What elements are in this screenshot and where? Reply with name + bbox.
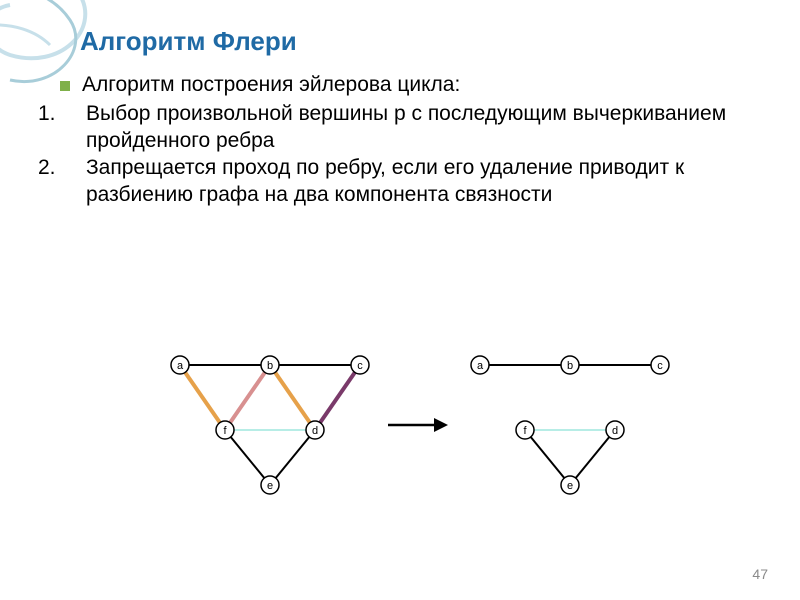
svg-text:e: e [567, 480, 573, 492]
graph-node: a [171, 356, 189, 374]
graph-node: c [651, 356, 669, 374]
svg-text:a: a [177, 360, 184, 372]
graph-node: f [216, 421, 234, 439]
list-item: 1. Выбор произвольной вершины p с послед… [28, 101, 760, 155]
bullet-text: Алгоритм построения эйлерова цикла: [82, 72, 460, 99]
graph-edge [315, 365, 360, 430]
svg-text:a: a [477, 360, 484, 372]
page-number: 47 [752, 566, 768, 582]
graph-edge [570, 430, 615, 485]
list-item: 2. Запрещается проход по ребру, если его… [28, 155, 760, 209]
svg-text:c: c [657, 360, 663, 372]
list-item-number: 2. [28, 155, 86, 182]
list-item-text: Запрещается проход по ребру, если его уд… [86, 155, 760, 209]
slide-body: Алгоритм построения эйлерова цикла: 1. В… [60, 72, 760, 208]
bullet-intro: Алгоритм построения эйлерова цикла: [60, 72, 760, 99]
graph-node: e [561, 476, 579, 494]
graph-node: e [261, 476, 279, 494]
bullet-icon [60, 81, 70, 91]
graph-node: c [351, 356, 369, 374]
svg-text:b: b [267, 360, 273, 372]
graph-node: a [471, 356, 489, 374]
graph-edge [525, 430, 570, 485]
slide: Алгоритм Флери Алгоритм построения эйлер… [0, 0, 800, 600]
graph-edge [180, 365, 225, 430]
svg-text:d: d [312, 425, 318, 437]
slide-title: Алгоритм Флери [80, 26, 297, 57]
list-item-text: Выбор произвольной вершины p с последующ… [86, 101, 760, 155]
graph-edge [225, 365, 270, 430]
graph-node: d [606, 421, 624, 439]
graph-node: d [306, 421, 324, 439]
graph-edge [270, 365, 315, 430]
graph-edge [225, 430, 270, 485]
svg-text:b: b [567, 360, 573, 372]
svg-text:d: d [612, 425, 618, 437]
svg-text:c: c [357, 360, 363, 372]
graph-node: f [516, 421, 534, 439]
arrow-icon [388, 418, 448, 432]
list-item-number: 1. [28, 101, 86, 128]
svg-text:e: e [267, 480, 273, 492]
graph-edge [270, 430, 315, 485]
graph-diagram: a b c f d e a b c f d e [160, 335, 680, 515]
graph-node: b [561, 356, 579, 374]
graph-node: b [261, 356, 279, 374]
